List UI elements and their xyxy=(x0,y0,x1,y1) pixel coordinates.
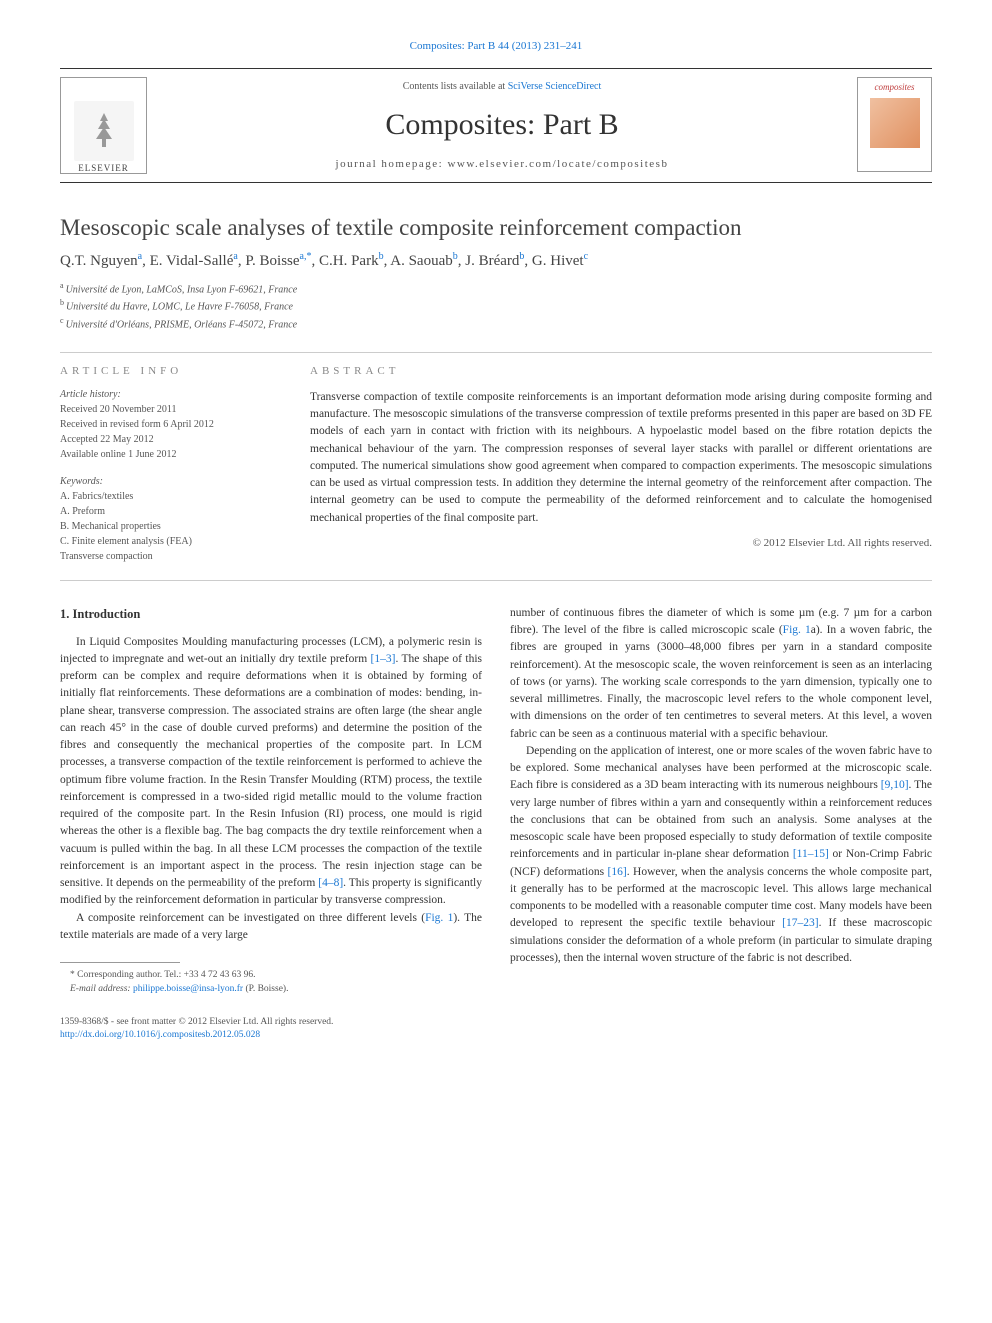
elsevier-tree-icon xyxy=(74,101,134,161)
homepage-url[interactable]: www.elsevier.com/locate/compositesb xyxy=(447,158,668,170)
sciencedirect-link[interactable]: SciVerse ScienceDirect xyxy=(508,81,602,92)
top-citation[interactable]: Composites: Part B 44 (2013) 231–241 xyxy=(60,40,932,52)
homepage-prefix: journal homepage: xyxy=(336,158,448,170)
article-info: ARTICLE INFO Article history: Received 2… xyxy=(60,365,270,564)
keywords-label: Keywords: xyxy=(60,476,270,487)
email-label: E-mail address: xyxy=(70,984,133,994)
body-col-right: number of continuous fibres the diameter… xyxy=(510,605,932,996)
info-abstract-row: ARTICLE INFO Article history: Received 2… xyxy=(60,365,932,564)
issn-line: 1359-8368/$ - see front matter © 2012 El… xyxy=(60,1016,932,1029)
masthead-center: Contents lists available at SciVerse Sci… xyxy=(163,77,841,174)
contents-line: Contents lists available at SciVerse Sci… xyxy=(163,81,841,92)
ref-link[interactable]: [4–8] xyxy=(318,877,343,889)
body-paragraph: number of continuous fibres the diameter… xyxy=(510,605,932,743)
masthead: ELSEVIER Contents lists available at Sci… xyxy=(60,68,932,183)
keyword-line: A. Fabrics/textiles xyxy=(60,489,270,504)
cover-thumb-icon xyxy=(870,98,920,148)
ref-link[interactable]: Fig. 1 xyxy=(783,624,811,636)
affiliation-line: aUniversité de Lyon, LaMCoS, Insa Lyon F… xyxy=(60,280,932,297)
contents-prefix: Contents lists available at xyxy=(403,81,508,92)
journal-cover[interactable]: composites xyxy=(857,77,932,172)
history-line: Received 20 November 2011 xyxy=(60,402,270,417)
cover-title: composites xyxy=(875,82,915,92)
section-1-heading: 1. Introduction xyxy=(60,605,482,624)
publisher-logo[interactable]: ELSEVIER xyxy=(60,77,147,174)
ref-link[interactable]: Fig. 1 xyxy=(425,912,453,924)
article-info-heading: ARTICLE INFO xyxy=(60,365,270,377)
body-col-left: 1. Introduction In Liquid Composites Mou… xyxy=(60,605,482,996)
journal-title: Composites: Part B xyxy=(163,108,841,142)
corresponding-author-note: * Corresponding author. Tel.: +33 4 72 4… xyxy=(60,969,482,982)
article-title: Mesoscopic scale analyses of textile com… xyxy=(60,215,932,241)
keyword-line: A. Preform xyxy=(60,504,270,519)
history-line: Received in revised form 6 April 2012 xyxy=(60,417,270,432)
divider-bottom xyxy=(60,580,932,581)
keyword-line: B. Mechanical properties xyxy=(60,519,270,534)
ref-link[interactable]: [1–3] xyxy=(371,653,396,665)
history-line: Accepted 22 May 2012 xyxy=(60,432,270,447)
email-suffix: (P. Boisse). xyxy=(243,984,288,994)
doi-link[interactable]: http://dx.doi.org/10.1016/j.compositesb.… xyxy=(60,1030,260,1040)
ref-link[interactable]: [16] xyxy=(608,866,627,878)
abstract-heading: ABSTRACT xyxy=(310,365,932,377)
email-note: E-mail address: philippe.boisse@insa-lyo… xyxy=(60,983,482,996)
abstract-copyright: © 2012 Elsevier Ltd. All rights reserved… xyxy=(310,537,932,549)
ref-link[interactable]: [11–15] xyxy=(793,848,829,860)
front-matter: 1359-8368/$ - see front matter © 2012 El… xyxy=(60,1016,932,1043)
authors: Q.T. Nguyena, E. Vidal-Salléa, P. Boisse… xyxy=(60,251,932,270)
ref-link[interactable]: [17–23] xyxy=(782,917,818,929)
affiliation-line: bUniversité du Havre, LOMC, Le Havre F-7… xyxy=(60,297,932,314)
page-container: Composites: Part B 44 (2013) 231–241 ELS… xyxy=(0,0,992,1082)
affiliations: aUniversité de Lyon, LaMCoS, Insa Lyon F… xyxy=(60,280,932,332)
body-columns: 1. Introduction In Liquid Composites Mou… xyxy=(60,605,932,996)
keyword-line: C. Finite element analysis (FEA) xyxy=(60,534,270,549)
affiliation-line: cUniversité d'Orléans, PRISME, Orléans F… xyxy=(60,315,932,332)
history-line: Available online 1 June 2012 xyxy=(60,447,270,462)
abstract-text: Transverse compaction of textile composi… xyxy=(310,389,932,527)
body-paragraph: Depending on the application of interest… xyxy=(510,743,932,967)
homepage-line: journal homepage: www.elsevier.com/locat… xyxy=(163,158,841,170)
publisher-name: ELSEVIER xyxy=(78,163,129,173)
divider-top xyxy=(60,352,932,353)
body-paragraph: In Liquid Composites Moulding manufactur… xyxy=(60,634,482,910)
body-paragraph: A composite reinforcement can be investi… xyxy=(60,910,482,945)
abstract-col: ABSTRACT Transverse compaction of textil… xyxy=(310,365,932,564)
footnote-divider xyxy=(60,962,180,963)
ref-link[interactable]: [9,10] xyxy=(881,779,909,791)
history-label: Article history: xyxy=(60,389,270,400)
keyword-line: Transverse compaction xyxy=(60,549,270,564)
email-link[interactable]: philippe.boisse@insa-lyon.fr xyxy=(133,984,243,994)
